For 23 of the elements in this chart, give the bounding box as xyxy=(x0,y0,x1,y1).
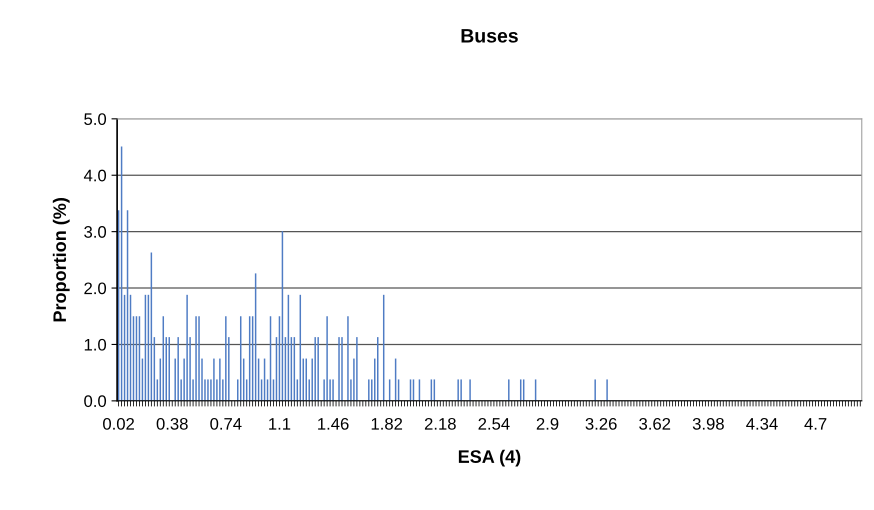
x-tick-label: 2.9 xyxy=(536,418,558,430)
y-tick-label: 2.0 xyxy=(84,282,106,294)
x-tick-label: 4.7 xyxy=(804,418,826,430)
y-tick-label: 3.0 xyxy=(84,226,106,238)
x-tick-label: 3.98 xyxy=(692,418,724,430)
x-tick-label: 2.18 xyxy=(424,418,456,430)
x-tick-label: 0.02 xyxy=(103,418,134,430)
y-tick-label: 0.0 xyxy=(84,395,106,408)
x-tick-label: 0.38 xyxy=(156,418,188,430)
x-tick-label: 2.54 xyxy=(478,418,510,430)
x-tick-label: 3.62 xyxy=(639,418,670,430)
y-axis-title: Proportion (%) xyxy=(52,198,70,322)
x-tick-label: 4.34 xyxy=(746,418,778,430)
x-tick-label: 1.1 xyxy=(269,418,290,430)
x-tick-label: 1.46 xyxy=(318,418,349,430)
x-tick-label: 0.74 xyxy=(210,418,242,430)
x-tick-label: 1.82 xyxy=(372,418,402,430)
y-tick-label: 1.0 xyxy=(84,338,106,351)
x-tick-label: 3.26 xyxy=(586,418,617,430)
x-axis-title: ESA (4) xyxy=(458,450,520,467)
y-tick-label: 4.0 xyxy=(84,170,106,182)
y-tick-label: 5.0 xyxy=(84,113,106,126)
chart-title: Buses xyxy=(462,29,518,43)
